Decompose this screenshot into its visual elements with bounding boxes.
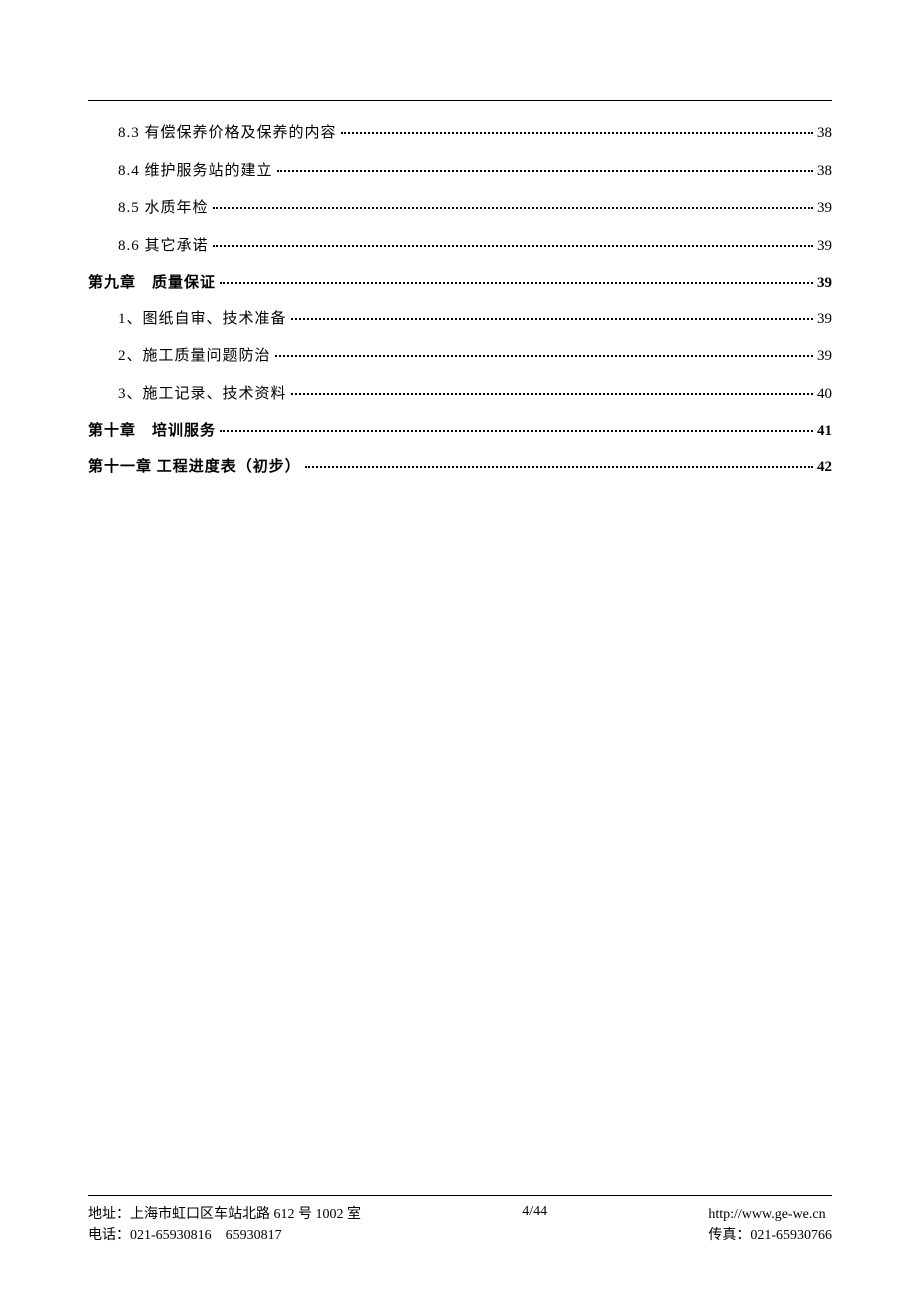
- toc-page: 39: [817, 196, 832, 222]
- toc-dots: [277, 170, 813, 172]
- toc-page: 40: [817, 382, 832, 408]
- toc-dots: [275, 355, 813, 357]
- footer-rule: [88, 1195, 832, 1196]
- toc-dots: [305, 466, 813, 468]
- document-page: 8.3 有偿保养价格及保养的内容 38 8.4 维护服务站的建立 38 8.5 …: [0, 0, 920, 1302]
- toc-page: 39: [817, 271, 832, 297]
- toc-dots: [291, 318, 813, 320]
- toc-label: 8.5 水质年检: [118, 196, 209, 222]
- toc-label: 第十一章 工程进度表（初步）: [88, 455, 301, 481]
- page-footer: 地址：上海市虹口区车站北路 612 号 1002 室 电话：021-659308…: [88, 1195, 832, 1246]
- toc-label: 1、图纸自审、技术准备: [118, 307, 287, 333]
- toc-label: 8.4 维护服务站的建立: [118, 159, 273, 185]
- toc-label: 2、施工质量问题防治: [118, 344, 271, 370]
- toc-label: 8.3 有偿保养价格及保养的内容: [118, 121, 337, 147]
- toc-entry: 8.6 其它承诺 39: [88, 234, 832, 260]
- toc-page: 38: [817, 159, 832, 185]
- footer-right: http://www.ge-we.cn 传真：021-65930766: [708, 1204, 832, 1246]
- toc-label: 8.6 其它承诺: [118, 234, 209, 260]
- toc-chapter: 第十一章 工程进度表（初步） 42: [88, 455, 832, 481]
- footer-left: 地址：上海市虹口区车站北路 612 号 1002 室 电话：021-659308…: [88, 1204, 361, 1246]
- toc-page: 39: [817, 307, 832, 333]
- footer-website: http://www.ge-we.cn: [708, 1204, 832, 1225]
- footer-page-number: 4/44: [522, 1204, 547, 1220]
- toc-dots: [220, 282, 813, 284]
- toc-entry: 8.3 有偿保养价格及保养的内容 38: [88, 121, 832, 147]
- toc-page: 41: [817, 419, 832, 445]
- toc-dots: [220, 430, 813, 432]
- toc-page: 39: [817, 344, 832, 370]
- toc-chapter: 第九章 质量保证 39: [88, 271, 832, 297]
- toc-page: 39: [817, 234, 832, 260]
- toc-entry: 1、图纸自审、技术准备 39: [88, 307, 832, 333]
- footer-fax: 传真：021-65930766: [708, 1225, 832, 1246]
- toc-entry: 8.5 水质年检 39: [88, 196, 832, 222]
- toc-chapter: 第十章 培训服务 41: [88, 419, 832, 445]
- toc-label: 第九章 质量保证: [88, 271, 216, 297]
- footer-phone: 电话：021-65930816 65930817: [88, 1225, 361, 1246]
- footer-address: 地址：上海市虹口区车站北路 612 号 1002 室: [88, 1204, 361, 1225]
- table-of-contents: 8.3 有偿保养价格及保养的内容 38 8.4 维护服务站的建立 38 8.5 …: [88, 121, 832, 480]
- toc-label: 3、施工记录、技术资料: [118, 382, 287, 408]
- header-rule: [88, 100, 832, 101]
- toc-dots: [213, 245, 813, 247]
- toc-label: 第十章 培训服务: [88, 419, 216, 445]
- toc-page: 42: [817, 455, 832, 481]
- toc-entry: 3、施工记录、技术资料 40: [88, 382, 832, 408]
- toc-dots: [213, 207, 813, 209]
- footer-row: 地址：上海市虹口区车站北路 612 号 1002 室 电话：021-659308…: [88, 1204, 832, 1246]
- toc-entry: 2、施工质量问题防治 39: [88, 344, 832, 370]
- toc-dots: [341, 132, 813, 134]
- toc-entry: 8.4 维护服务站的建立 38: [88, 159, 832, 185]
- toc-page: 38: [817, 121, 832, 147]
- toc-dots: [291, 393, 813, 395]
